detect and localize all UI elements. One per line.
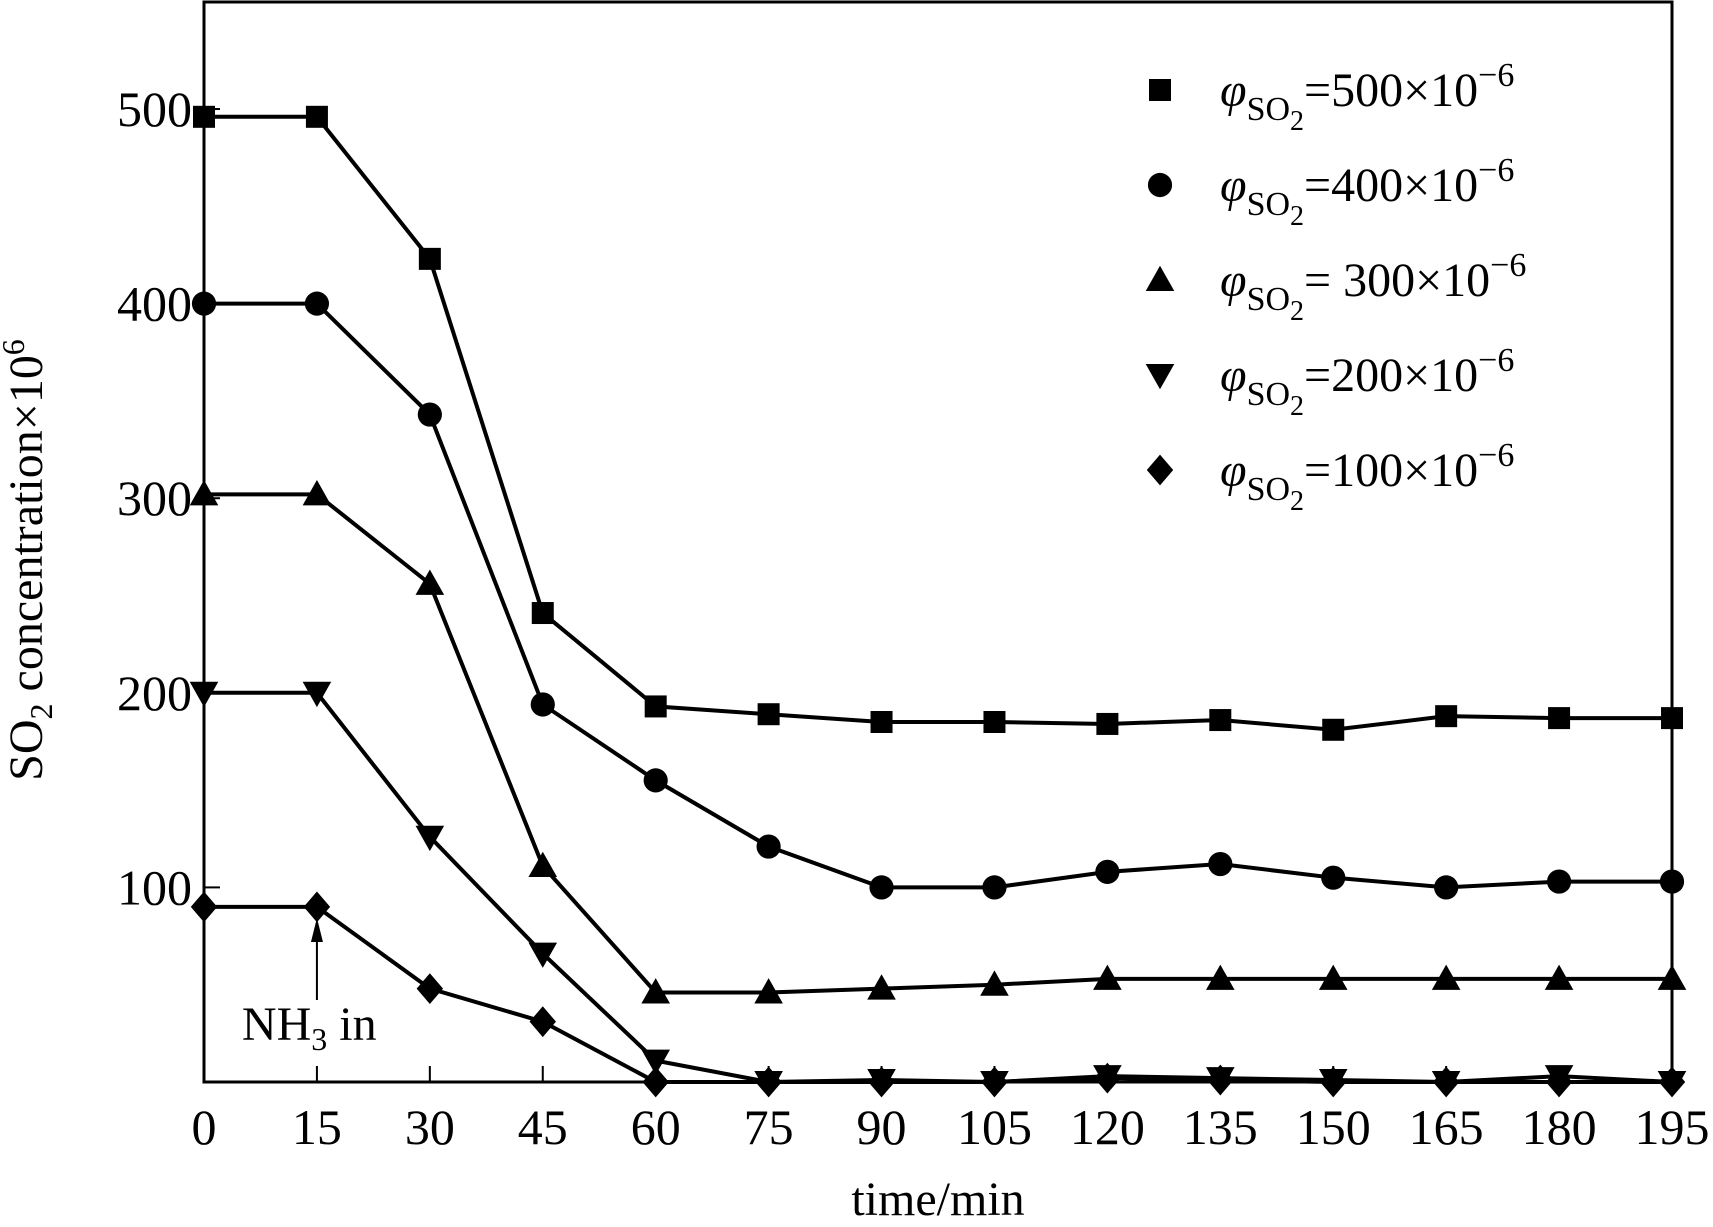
- x-tick-label: 150: [1296, 1099, 1371, 1155]
- data-point-square: [1322, 718, 1345, 741]
- data-point-triangle-down: [415, 825, 445, 852]
- x-tick-label: 0: [192, 1099, 217, 1155]
- data-point-square: [418, 247, 441, 270]
- data-point-circle: [869, 875, 894, 900]
- data-point-diamond: [529, 1006, 556, 1038]
- data-point-square: [1548, 707, 1571, 730]
- data-point-triangle-up: [980, 970, 1009, 996]
- data-point-triangle-up: [641, 978, 670, 1004]
- data-point-triangle-up: [528, 851, 558, 877]
- x-tick-label: 15: [292, 1099, 342, 1155]
- x-tick-label: 90: [857, 1099, 907, 1155]
- x-tick-label: 105: [957, 1099, 1032, 1155]
- annotation-nh3-in: NH3 in: [242, 998, 377, 1057]
- legend-label: φSO2=400×10−6: [1220, 152, 1514, 232]
- data-point-square: [870, 711, 893, 733]
- data-point-circle: [1434, 875, 1459, 900]
- legend-marker-circle: [1147, 172, 1173, 198]
- data-point-diamond: [1094, 1062, 1121, 1094]
- data-point-circle: [1546, 869, 1572, 894]
- series-line-square: [204, 114, 1672, 732]
- y-tick-label: 400: [117, 276, 192, 332]
- data-point-triangle-down: [302, 681, 332, 708]
- plot-frame: [202, 0, 1674, 1084]
- data-point-triangle-up: [1544, 964, 1574, 990]
- legend-label: φSO2= 300×10−6: [1220, 247, 1526, 327]
- annotation-arrowhead: [310, 918, 323, 942]
- y-tick-label: 200: [117, 665, 192, 721]
- x-tick-label: 30: [405, 1099, 455, 1155]
- data-point-triangle-down: [641, 1049, 670, 1075]
- data-point-diamond: [416, 973, 444, 1004]
- data-point-diamond: [1207, 1064, 1234, 1096]
- data-point-diamond: [303, 891, 331, 923]
- data-point-triangle-up: [754, 978, 783, 1004]
- data-point-triangle-up: [1431, 964, 1461, 990]
- data-point-circle: [304, 291, 330, 316]
- data-point-triangle-up: [415, 569, 445, 595]
- data-point-triangle-up: [302, 480, 332, 506]
- data-point-circle: [1321, 865, 1346, 890]
- data-point-square: [644, 695, 667, 718]
- x-tick-label: 195: [1635, 1099, 1710, 1155]
- data-point-circle: [756, 834, 781, 859]
- data-point-square: [757, 703, 780, 726]
- data-point-square: [1209, 709, 1232, 732]
- legend-marker-diamond: [1146, 454, 1174, 486]
- legend-marker-square: [1149, 79, 1171, 101]
- data-point-circle: [530, 692, 555, 717]
- x-tick-label: 165: [1409, 1099, 1484, 1155]
- legend-label: φSO2=200×10−6: [1220, 342, 1514, 422]
- data-point-square: [305, 105, 328, 128]
- x-tick-label: 75: [744, 1099, 794, 1155]
- data-point-triangle-down: [528, 942, 558, 968]
- data-point-square: [1096, 712, 1119, 735]
- x-tick-label: 60: [631, 1099, 681, 1155]
- y-tick-label: 100: [117, 859, 192, 915]
- series-line-circle: [204, 301, 1672, 890]
- data-point-square: [531, 602, 554, 625]
- data-point-triangle-up: [1318, 964, 1348, 990]
- data-point-circle: [643, 768, 668, 793]
- data-point-triangle-up: [1206, 964, 1235, 990]
- data-point-circle: [1208, 851, 1233, 877]
- data-point-circle: [982, 875, 1007, 900]
- y-axis-label: SO2 concentration×106: [0, 339, 59, 781]
- x-tick-label: 45: [518, 1099, 568, 1155]
- data-point-circle: [417, 402, 442, 427]
- x-axis-label: time/min: [851, 1173, 1024, 1226]
- data-point-square: [1435, 705, 1458, 728]
- data-point-circle: [1095, 859, 1120, 884]
- data-point-triangle-up: [1093, 964, 1122, 990]
- series-line-triangle-up: [204, 492, 1672, 995]
- legend-label: φSO2=100×10−6: [1220, 437, 1514, 517]
- legend-marker-triangle-up: [1145, 265, 1175, 291]
- y-tick-label: 500: [117, 81, 192, 137]
- y-tick-label: 300: [117, 470, 192, 526]
- x-tick-label: 135: [1183, 1099, 1258, 1155]
- data-point-square: [983, 711, 1006, 733]
- legend-marker-triangle-down: [1145, 364, 1175, 390]
- data-point-triangle-up: [867, 974, 896, 1000]
- x-tick-label: 180: [1522, 1099, 1597, 1155]
- x-tick-label: 120: [1070, 1099, 1145, 1155]
- legend-label: φSO2=500×10−6: [1220, 57, 1514, 137]
